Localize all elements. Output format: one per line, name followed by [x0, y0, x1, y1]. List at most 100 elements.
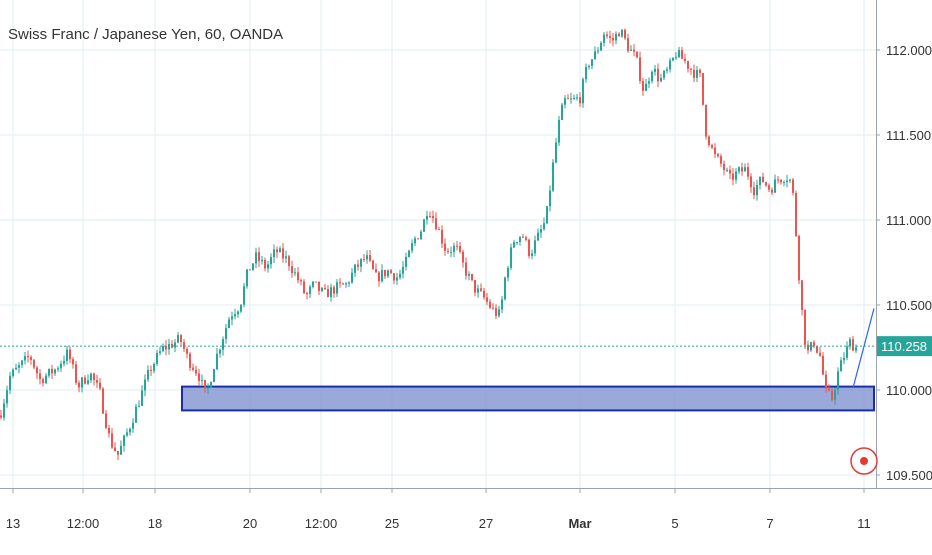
candle-body: [432, 216, 434, 219]
candle-body: [315, 281, 317, 283]
candle: [348, 281, 350, 287]
candle: [288, 254, 290, 271]
candle: [222, 336, 224, 356]
candle-body: [789, 179, 791, 181]
record-icon-dot: [860, 457, 868, 465]
candle: [732, 167, 734, 186]
candle: [54, 368, 56, 376]
candle: [531, 249, 533, 260]
candle: [603, 31, 605, 47]
candle: [297, 267, 299, 284]
candle: [633, 44, 635, 57]
candle: [429, 211, 431, 218]
candle-body: [285, 256, 287, 259]
candle: [561, 102, 563, 121]
last-price-label: 110.258: [881, 339, 927, 354]
support-zone[interactable]: [181, 385, 875, 412]
y-tick-label: 111.500: [886, 128, 931, 143]
candle: [153, 362, 155, 374]
candle-body: [843, 357, 845, 361]
candle: [516, 241, 518, 246]
candle-body: [576, 97, 578, 99]
candle: [81, 376, 83, 393]
candle: [0, 410, 2, 420]
candle: [261, 256, 263, 265]
candle-body: [555, 142, 557, 163]
overlay-layer: [0, 308, 876, 389]
candle-body: [399, 273, 401, 278]
candle: [9, 371, 11, 394]
candle-body: [351, 272, 353, 283]
candle: [678, 46, 680, 58]
candle-body: [624, 29, 626, 39]
candle: [693, 64, 695, 83]
candle: [300, 278, 302, 286]
candle-body: [654, 68, 656, 72]
candle: [363, 253, 365, 262]
candle-body: [825, 374, 827, 389]
candle-body: [219, 349, 221, 354]
candle-body: [165, 345, 167, 350]
candle: [72, 356, 74, 369]
candle: [306, 291, 308, 300]
candle: [162, 343, 164, 353]
candle: [804, 309, 806, 350]
candle-body: [633, 49, 635, 52]
candle: [435, 212, 437, 231]
candle: [648, 77, 650, 89]
candle-body: [300, 280, 302, 282]
candle: [522, 234, 524, 238]
candle: [771, 187, 773, 196]
candle-body: [660, 77, 662, 82]
candle-body: [12, 369, 14, 376]
support-zone-layer[interactable]: [181, 385, 875, 412]
record-icon[interactable]: [850, 447, 878, 475]
candle-body: [75, 364, 77, 383]
candle-body: [579, 97, 581, 104]
candle-body: [189, 353, 191, 368]
candle-body: [78, 382, 80, 388]
candle-body: [684, 58, 686, 61]
candle: [627, 33, 629, 53]
candle: [411, 239, 413, 254]
candle: [552, 159, 554, 192]
candle-body: [429, 216, 431, 218]
candle-body: [522, 236, 524, 238]
candle: [69, 346, 71, 364]
candle: [642, 77, 644, 96]
candle: [87, 374, 89, 386]
candle-body: [573, 98, 575, 100]
candle-body: [336, 282, 338, 294]
candle-body: [309, 286, 311, 294]
candle-body: [6, 390, 8, 404]
candle-body: [765, 182, 767, 186]
candle: [144, 374, 146, 397]
candle-body: [366, 255, 368, 260]
candle-body: [228, 319, 230, 329]
candle: [609, 30, 611, 44]
candle-body: [198, 373, 200, 382]
candle-body: [111, 433, 113, 448]
candle: [126, 428, 128, 438]
candle-body: [447, 250, 449, 253]
candle: [768, 183, 770, 192]
candle: [618, 32, 620, 37]
candle-body: [477, 288, 479, 293]
candle-body: [630, 49, 632, 51]
candle: [663, 69, 665, 80]
candle: [831, 388, 833, 402]
x-tick-label: 25: [385, 516, 399, 531]
candle-body: [435, 218, 437, 230]
candle: [573, 94, 575, 100]
y-tick-label: 109.500: [886, 468, 932, 483]
candle: [111, 428, 113, 449]
candle-body: [513, 242, 515, 248]
candle: [393, 272, 395, 285]
candle-body: [279, 248, 281, 253]
candle-body: [507, 267, 509, 278]
candle: [174, 339, 176, 353]
candle-body: [363, 258, 365, 260]
candle-body: [357, 264, 359, 267]
